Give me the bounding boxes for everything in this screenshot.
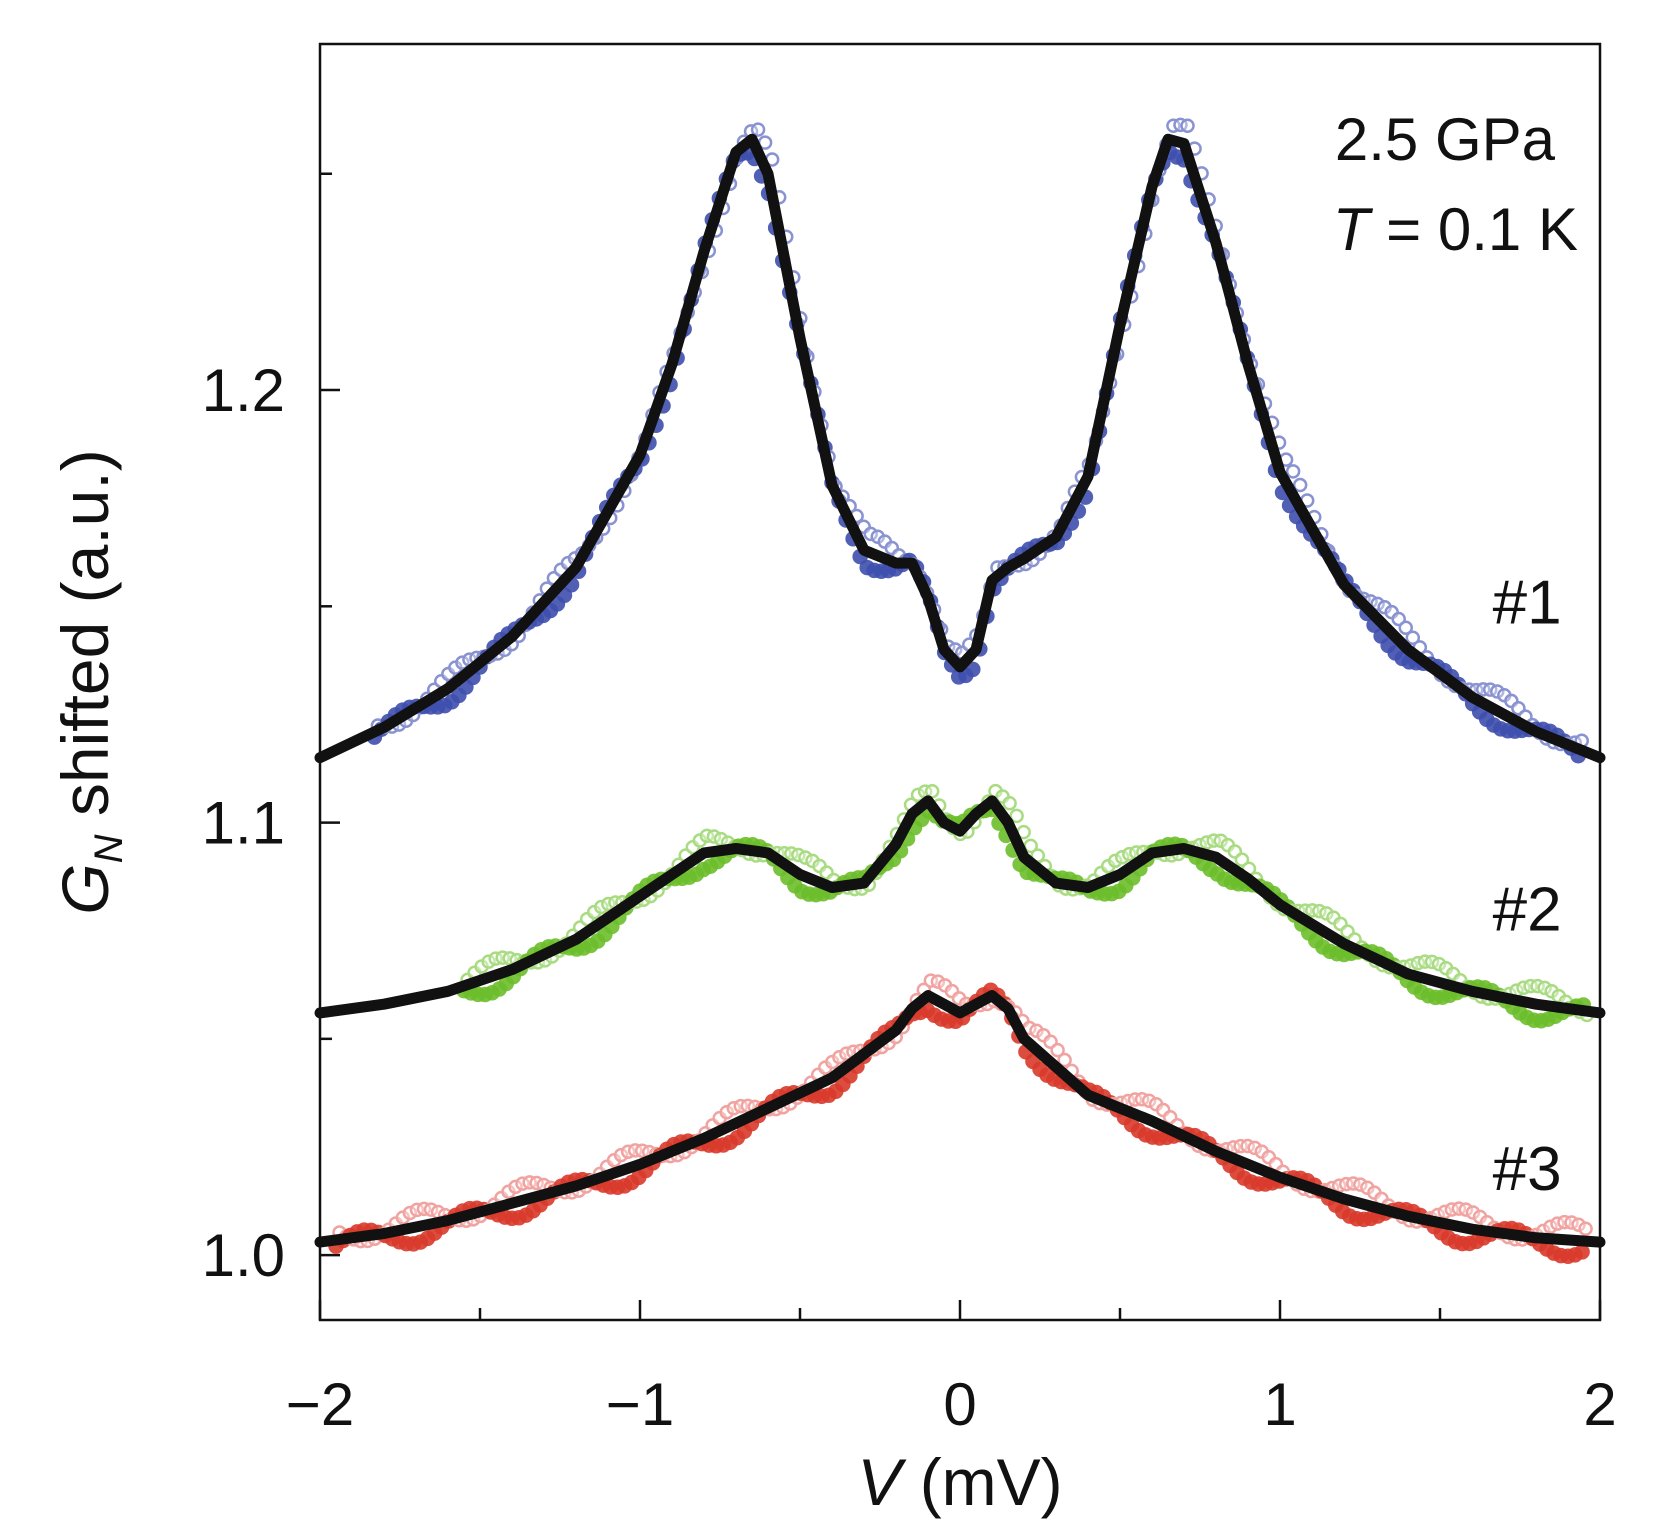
series-1-point bbox=[1490, 684, 1505, 699]
series-3-point bbox=[1050, 1042, 1065, 1058]
pressure-annotation: 2.5 GPa bbox=[1335, 106, 1556, 173]
fit-layer bbox=[314, 133, 1606, 1248]
series-2-point bbox=[1114, 850, 1130, 865]
series-1-fit-line bbox=[314, 133, 1606, 764]
series-1-point bbox=[1292, 477, 1308, 493]
series-2-point bbox=[1009, 808, 1024, 824]
series-2-point bbox=[798, 850, 813, 865]
series-3-point bbox=[1057, 1052, 1072, 1068]
x-tick-label: 2 bbox=[1583, 1371, 1616, 1438]
y-tick-label: 1.0 bbox=[202, 1222, 285, 1289]
series-1-point bbox=[1405, 630, 1421, 646]
y-tick-label: 1.1 bbox=[202, 790, 285, 857]
series-3-point bbox=[508, 1179, 523, 1195]
series-2-point bbox=[1537, 980, 1552, 996]
series-2-point bbox=[1319, 906, 1334, 921]
x-axis-unit: (mV) bbox=[901, 1445, 1062, 1519]
series-3-point bbox=[832, 1050, 847, 1065]
series-3-point bbox=[1353, 1177, 1368, 1192]
label-layer: −2 −1 0 1 2 1.0 1.1 1.2 #1 #2 #3 bbox=[202, 357, 1617, 1438]
series-1-label: #1 bbox=[1493, 569, 1562, 638]
series-2-point bbox=[594, 899, 609, 915]
series-3-label: #3 bbox=[1493, 1135, 1562, 1204]
series-3-point bbox=[930, 974, 946, 989]
temperature-annotation: T = 0.1 K bbox=[1333, 196, 1578, 263]
series-3-point bbox=[1247, 1140, 1262, 1156]
x-tick-label: 1 bbox=[1263, 1371, 1296, 1438]
series-2-fit-line bbox=[314, 795, 1606, 1019]
temperature-var: T bbox=[1333, 196, 1374, 263]
series-3-point bbox=[719, 1104, 734, 1120]
x-tick-label: −1 bbox=[606, 1371, 674, 1438]
tick-layer bbox=[318, 172, 1602, 1320]
series-1-point bbox=[455, 655, 470, 670]
y-axis-suffix: shifted (a.u.) bbox=[48, 449, 122, 834]
temperature-value: = 0.1 K bbox=[1370, 196, 1578, 263]
x-tick-label: 0 bbox=[943, 1371, 976, 1438]
series-2-point bbox=[1431, 956, 1447, 972]
series-2-point bbox=[1002, 795, 1017, 811]
series-1-point bbox=[1285, 464, 1301, 479]
series-3-point bbox=[1574, 1244, 1590, 1260]
series-2-label: #2 bbox=[1493, 876, 1562, 945]
series-1-point bbox=[750, 122, 766, 137]
y-tick-label: 1.2 bbox=[202, 357, 285, 424]
series-1-point bbox=[965, 661, 981, 678]
plot-frame bbox=[318, 42, 1602, 1322]
series-3-point bbox=[402, 1205, 418, 1221]
series-1-point bbox=[1370, 596, 1385, 612]
series-2-point bbox=[1234, 852, 1250, 867]
series-3-fit-line bbox=[314, 990, 1606, 1248]
x-tick-label: −2 bbox=[286, 1371, 354, 1438]
series-2-point bbox=[1107, 853, 1123, 869]
y-axis-title: GN shifted (a.u.) bbox=[48, 449, 131, 914]
series-1-point bbox=[1180, 118, 1195, 134]
y-axis-prefix: G bbox=[48, 863, 122, 914]
series-2-point bbox=[924, 784, 940, 799]
series-3-point bbox=[1543, 1219, 1558, 1235]
series-1-point bbox=[1398, 620, 1414, 635]
series-3-point bbox=[1578, 1221, 1593, 1236]
series-3-point bbox=[613, 1147, 629, 1163]
series-2-point bbox=[910, 787, 926, 803]
series-3-point bbox=[1141, 1093, 1157, 1108]
series-3-point bbox=[1571, 1217, 1586, 1233]
data-layer bbox=[328, 117, 1595, 1264]
x-axis-title: V (mV) bbox=[857, 1445, 1062, 1519]
y-axis-sub: N bbox=[87, 834, 131, 863]
x-axis-var: V bbox=[857, 1445, 907, 1519]
